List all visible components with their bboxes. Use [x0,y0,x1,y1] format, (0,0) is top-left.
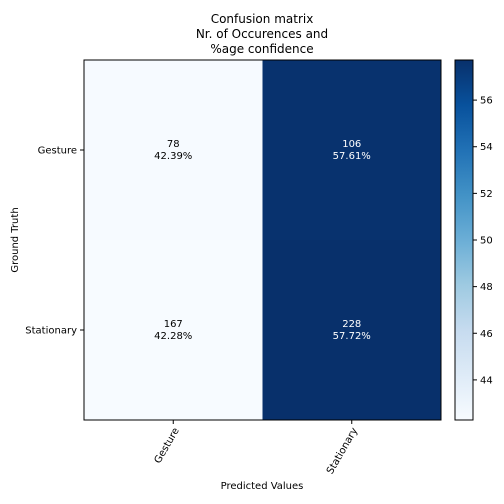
cell-percent-label: 57.72% [333,331,371,342]
heatmap-cell [84,60,263,240]
colorbar-tick-label: 44 [480,375,493,386]
x-tick-label: Gesture [153,426,182,466]
y-tick-label: Stationary [25,326,77,337]
cell-count-label: 228 [342,319,361,330]
y-axis-label: Ground Truth [10,207,21,272]
cell-percent-label: 42.28% [154,331,192,342]
heatmap-cell [262,60,441,240]
cell-count-label: 106 [342,139,361,150]
chart-title-line-3: %age confidence [210,42,313,56]
colorbar-tick-label: 56 [480,96,493,107]
x-tick-label: Stationary [325,426,360,476]
cell-percent-label: 57.61% [333,151,371,162]
colorbar-tick-label: 52 [480,189,493,200]
colorbar-tick-label: 50 [480,236,493,247]
cell-count-label: 167 [164,319,183,330]
heatmap-cell [262,240,441,420]
plot-frame [83,59,442,421]
chart-title-line-1: Confusion matrix [211,12,314,26]
colorbar-tick-label: 54 [480,142,493,153]
x-axis-label: Predicted Values [221,481,304,492]
colorbar [454,59,474,421]
chart-title-line-2: Nr. of Occurences and [196,27,328,41]
heatmap-cells [84,60,441,420]
colorbar-ticks: 44 46 48 50 52 54 56 [473,96,493,386]
heatmap-cell [84,240,263,420]
y-tick-label: Gesture [38,146,77,157]
colorbar-tick-label: 48 [480,282,493,293]
cell-percent-label: 42.39% [154,151,192,162]
colorbar-tick-label: 46 [480,329,493,340]
cell-count-label: 78 [167,139,180,150]
